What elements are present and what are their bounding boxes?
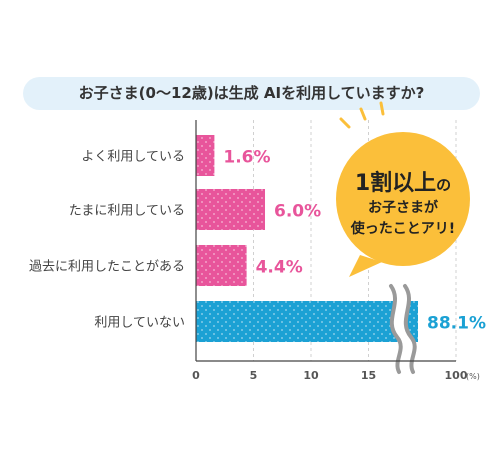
callout-line3: 使ったことアリ! [350, 220, 455, 237]
value-label: 88.1% [427, 314, 486, 334]
axis-layer: 0 5 10 15 100(%) [192, 120, 480, 382]
x-unit-label: (%) [466, 372, 480, 381]
bar [196, 135, 215, 176]
x-tick-label: 100 [445, 369, 468, 382]
title-pill [23, 77, 480, 110]
value-label: 1.6% [223, 148, 270, 168]
callout-bubble: 1割以上の お子さまが 使ったことアリ! [336, 101, 470, 277]
bar [196, 301, 418, 342]
chart-title: お子さま(0～12歳)は生成 AIを利用していますか? [78, 84, 425, 102]
x-tick-label: 15 [361, 369, 376, 382]
x-tick-label: 5 [250, 369, 258, 382]
value-label: 4.4% [256, 258, 303, 278]
category-label: よく利用している [81, 150, 185, 165]
svg-text:1割以上の: 1割以上の [355, 170, 451, 196]
category-label: 過去に利用したことがある [29, 260, 185, 275]
callout-line2: お子さまが [368, 199, 439, 216]
bar [196, 245, 247, 286]
x-tick-label: 0 [192, 369, 200, 382]
callout-line1-big: 1割以上 [355, 170, 436, 196]
bar-layer: よく利用している 1.6% たまに利用している 6.0% 過去に利用したことがある 4.4… [29, 135, 486, 342]
axis-break-gap [391, 286, 415, 372]
value-label: 6.0% [274, 202, 321, 222]
callout-spark-lines [339, 101, 385, 129]
callout-line1-small: の [436, 176, 451, 194]
callout-tail [349, 255, 382, 277]
bar [196, 189, 265, 230]
x-tick-label: 10 [303, 369, 319, 382]
category-label: 利用していない [94, 316, 185, 331]
callout-circle [336, 132, 470, 266]
category-label: たまに利用している [69, 204, 185, 219]
